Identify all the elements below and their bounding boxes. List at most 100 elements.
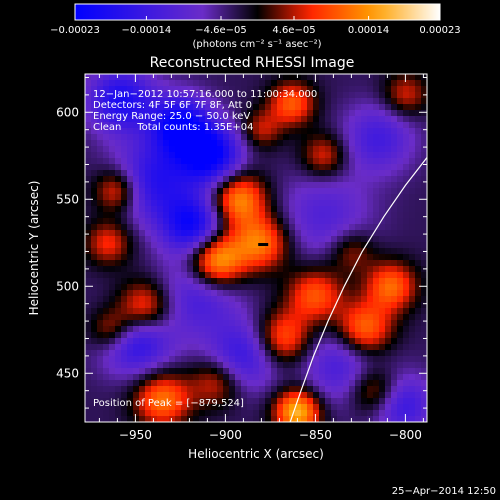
- heatmap-cell: [361, 230, 368, 237]
- heatmap-cell: [295, 380, 302, 387]
- heatmap-cell: [289, 188, 296, 195]
- heatmap-cell: [349, 368, 356, 375]
- heatmap-cell: [157, 134, 164, 141]
- heatmap-cell: [307, 404, 314, 411]
- heatmap-cell: [265, 242, 272, 249]
- heatmap-cell: [115, 356, 122, 363]
- heatmap-cell: [271, 278, 278, 285]
- heatmap-cell: [169, 278, 176, 285]
- heatmap-cell: [343, 398, 350, 405]
- heatmap-cell: [361, 284, 368, 291]
- heatmap-cell: [205, 350, 212, 357]
- heatmap-cell: [181, 344, 188, 351]
- heatmap-cell: [337, 326, 344, 333]
- heatmap-cell: [391, 176, 398, 183]
- heatmap-cell: [373, 266, 380, 273]
- heatmap-cell: [241, 278, 248, 285]
- heatmap-cell: [295, 86, 302, 93]
- heatmap-cell: [109, 260, 116, 267]
- heatmap-cell: [103, 86, 110, 93]
- heatmap-cell: [355, 128, 362, 135]
- heatmap-cell: [385, 230, 392, 237]
- heatmap-cell: [211, 392, 218, 399]
- heatmap-cell: [415, 200, 422, 207]
- heatmap-cell: [193, 158, 200, 165]
- heatmap-cell: [415, 350, 422, 357]
- heatmap-cell: [151, 368, 158, 375]
- heatmap-cell: [85, 146, 92, 153]
- heatmap-cell: [97, 236, 104, 243]
- heatmap-cell: [229, 320, 236, 327]
- heatmap-cell: [301, 248, 308, 255]
- heatmap-cell: [373, 338, 380, 345]
- heatmap-cell: [127, 338, 134, 345]
- heatmap-cell: [85, 170, 92, 177]
- heatmap-cell: [397, 224, 404, 231]
- heatmap-cell: [355, 266, 362, 273]
- heatmap-cell: [121, 302, 128, 309]
- heatmap-cell: [169, 374, 176, 381]
- heatmap-cell: [421, 122, 427, 129]
- heatmap-cell: [205, 356, 212, 363]
- heatmap-cell: [325, 104, 332, 111]
- heatmap-cell: [301, 290, 308, 297]
- heatmap-cell: [91, 290, 98, 297]
- heatmap-cell: [223, 104, 230, 111]
- heatmap-cell: [109, 404, 116, 411]
- heatmap-cell: [259, 152, 266, 159]
- heatmap-cell: [307, 170, 314, 177]
- heatmap-cell: [223, 116, 230, 123]
- heatmap-cell: [181, 98, 188, 105]
- heatmap-cell: [85, 362, 92, 369]
- heatmap-cell: [385, 326, 392, 333]
- heatmap-cell: [223, 224, 230, 231]
- heatmap-cell: [175, 182, 182, 189]
- heatmap-cell: [421, 194, 427, 201]
- heatmap-cell: [235, 128, 242, 135]
- heatmap-cell: [247, 386, 254, 393]
- heatmap-cell: [193, 254, 200, 261]
- heatmap-cell: [109, 140, 116, 147]
- heatmap-cell: [385, 248, 392, 255]
- heatmap-cell: [235, 146, 242, 153]
- heatmap-cell: [361, 248, 368, 255]
- heatmap-cell: [163, 200, 170, 207]
- heatmap-cell: [229, 152, 236, 159]
- heatmap-cell: [247, 248, 254, 255]
- heatmap-cell: [85, 212, 92, 219]
- heatmap-cell: [103, 308, 110, 315]
- heatmap-cell: [235, 200, 242, 207]
- heatmap-cell: [259, 98, 266, 105]
- heatmap-cell: [253, 80, 260, 87]
- heatmap-cell: [301, 212, 308, 219]
- heatmap-cell: [139, 74, 146, 81]
- heatmap-cell: [217, 410, 224, 417]
- heatmap-cell: [121, 152, 128, 159]
- heatmap-cell: [271, 128, 278, 135]
- heatmap-cell: [157, 218, 164, 225]
- heatmap-cell: [367, 308, 374, 315]
- heatmap-cell: [325, 266, 332, 273]
- heatmap-cell: [361, 194, 368, 201]
- heatmap-cell: [343, 176, 350, 183]
- heatmap-cell: [235, 98, 242, 105]
- heatmap-cell: [187, 104, 194, 111]
- heatmap-cell: [373, 386, 380, 393]
- heatmap-cell: [337, 206, 344, 213]
- heatmap-cell: [343, 380, 350, 387]
- heatmap-cell: [301, 356, 308, 363]
- heatmap-cell: [193, 122, 200, 129]
- heatmap-cell: [205, 104, 212, 111]
- heatmap-cell: [415, 74, 422, 81]
- heatmap-cell: [361, 236, 368, 243]
- heatmap-cell: [391, 200, 398, 207]
- heatmap-cell: [211, 296, 218, 303]
- info-annotations: 12−Jan−2012 10:57:16.000 to 11:00:34.000…: [93, 89, 317, 133]
- heatmap-cell: [385, 74, 392, 81]
- heatmap-cell: [265, 272, 272, 279]
- heatmap-cell: [223, 296, 230, 303]
- heatmap-cell: [391, 224, 398, 231]
- heatmap-cell: [307, 158, 314, 165]
- heatmap-cell: [103, 260, 110, 267]
- heatmap-cell: [127, 176, 134, 183]
